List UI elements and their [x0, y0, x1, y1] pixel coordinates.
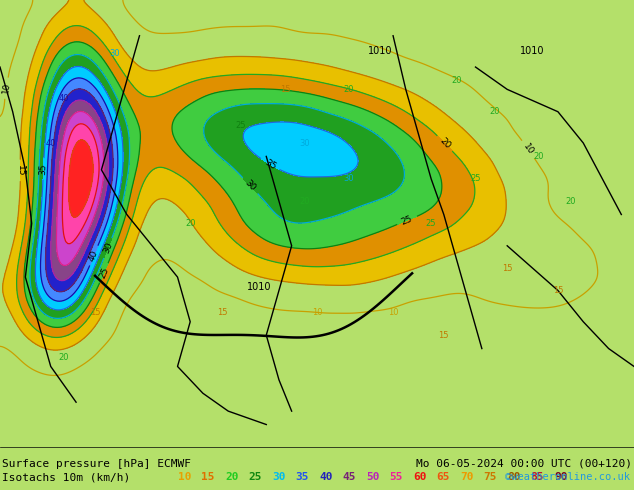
Text: 20: 20 [534, 152, 544, 161]
Text: 40: 40 [58, 94, 68, 103]
Text: 20: 20 [489, 107, 500, 116]
Text: 25: 25 [470, 174, 481, 183]
Text: 25: 25 [98, 266, 110, 280]
Text: 30: 30 [243, 178, 257, 193]
Text: 20: 20 [451, 76, 462, 85]
Text: 1010: 1010 [520, 46, 545, 56]
Text: 85: 85 [531, 472, 544, 482]
Text: 20: 20 [344, 85, 354, 94]
Text: 10: 10 [1, 82, 12, 95]
Text: 20: 20 [299, 196, 309, 206]
Text: 10: 10 [521, 142, 535, 157]
Text: 15: 15 [90, 308, 100, 318]
Text: 40: 40 [46, 139, 56, 147]
Text: 25: 25 [426, 219, 436, 228]
Text: 45: 45 [342, 472, 356, 482]
Text: 50: 50 [366, 472, 380, 482]
Text: 20: 20 [225, 472, 238, 482]
Text: 30: 30 [344, 174, 354, 183]
Text: 20: 20 [58, 353, 68, 362]
Text: 10: 10 [388, 308, 398, 318]
Text: 15: 15 [280, 85, 290, 94]
Text: 65: 65 [436, 472, 450, 482]
Text: 40: 40 [87, 248, 100, 263]
Text: 15: 15 [217, 308, 227, 318]
Text: Surface pressure [hPa] ECMWF: Surface pressure [hPa] ECMWF [2, 459, 191, 469]
Text: 15: 15 [439, 331, 449, 340]
Text: 15: 15 [502, 264, 512, 272]
Text: ©weatheronline.co.uk: ©weatheronline.co.uk [505, 472, 630, 482]
Text: 30: 30 [272, 472, 285, 482]
Text: 20: 20 [566, 196, 576, 206]
Text: 25: 25 [249, 472, 262, 482]
Text: 15: 15 [16, 165, 25, 176]
Text: 1010: 1010 [368, 46, 392, 56]
Text: 80: 80 [507, 472, 521, 482]
Text: 75: 75 [484, 472, 497, 482]
Text: 70: 70 [460, 472, 474, 482]
Polygon shape [114, 36, 368, 179]
Text: 35: 35 [295, 472, 309, 482]
Text: 25: 25 [400, 214, 414, 227]
Text: 35: 35 [262, 158, 277, 171]
Text: 15: 15 [553, 286, 563, 295]
Text: 10: 10 [312, 308, 322, 318]
Text: 30: 30 [109, 49, 119, 58]
Text: 55: 55 [389, 472, 403, 482]
Text: 30: 30 [101, 241, 114, 255]
Text: Mo 06-05-2024 00:00 UTC (00+120): Mo 06-05-2024 00:00 UTC (00+120) [416, 459, 632, 469]
Text: 30: 30 [299, 139, 309, 147]
Text: 35: 35 [39, 163, 48, 175]
Text: 40: 40 [319, 472, 332, 482]
Text: 20: 20 [185, 219, 195, 228]
Text: 20: 20 [437, 136, 452, 151]
Text: 60: 60 [413, 472, 427, 482]
Text: 10: 10 [178, 472, 191, 482]
Text: 1010: 1010 [247, 282, 272, 293]
Text: 90: 90 [554, 472, 567, 482]
Text: Isotachs 10m (km/h): Isotachs 10m (km/h) [2, 472, 137, 482]
Text: 15: 15 [202, 472, 215, 482]
Text: 25: 25 [236, 121, 246, 130]
